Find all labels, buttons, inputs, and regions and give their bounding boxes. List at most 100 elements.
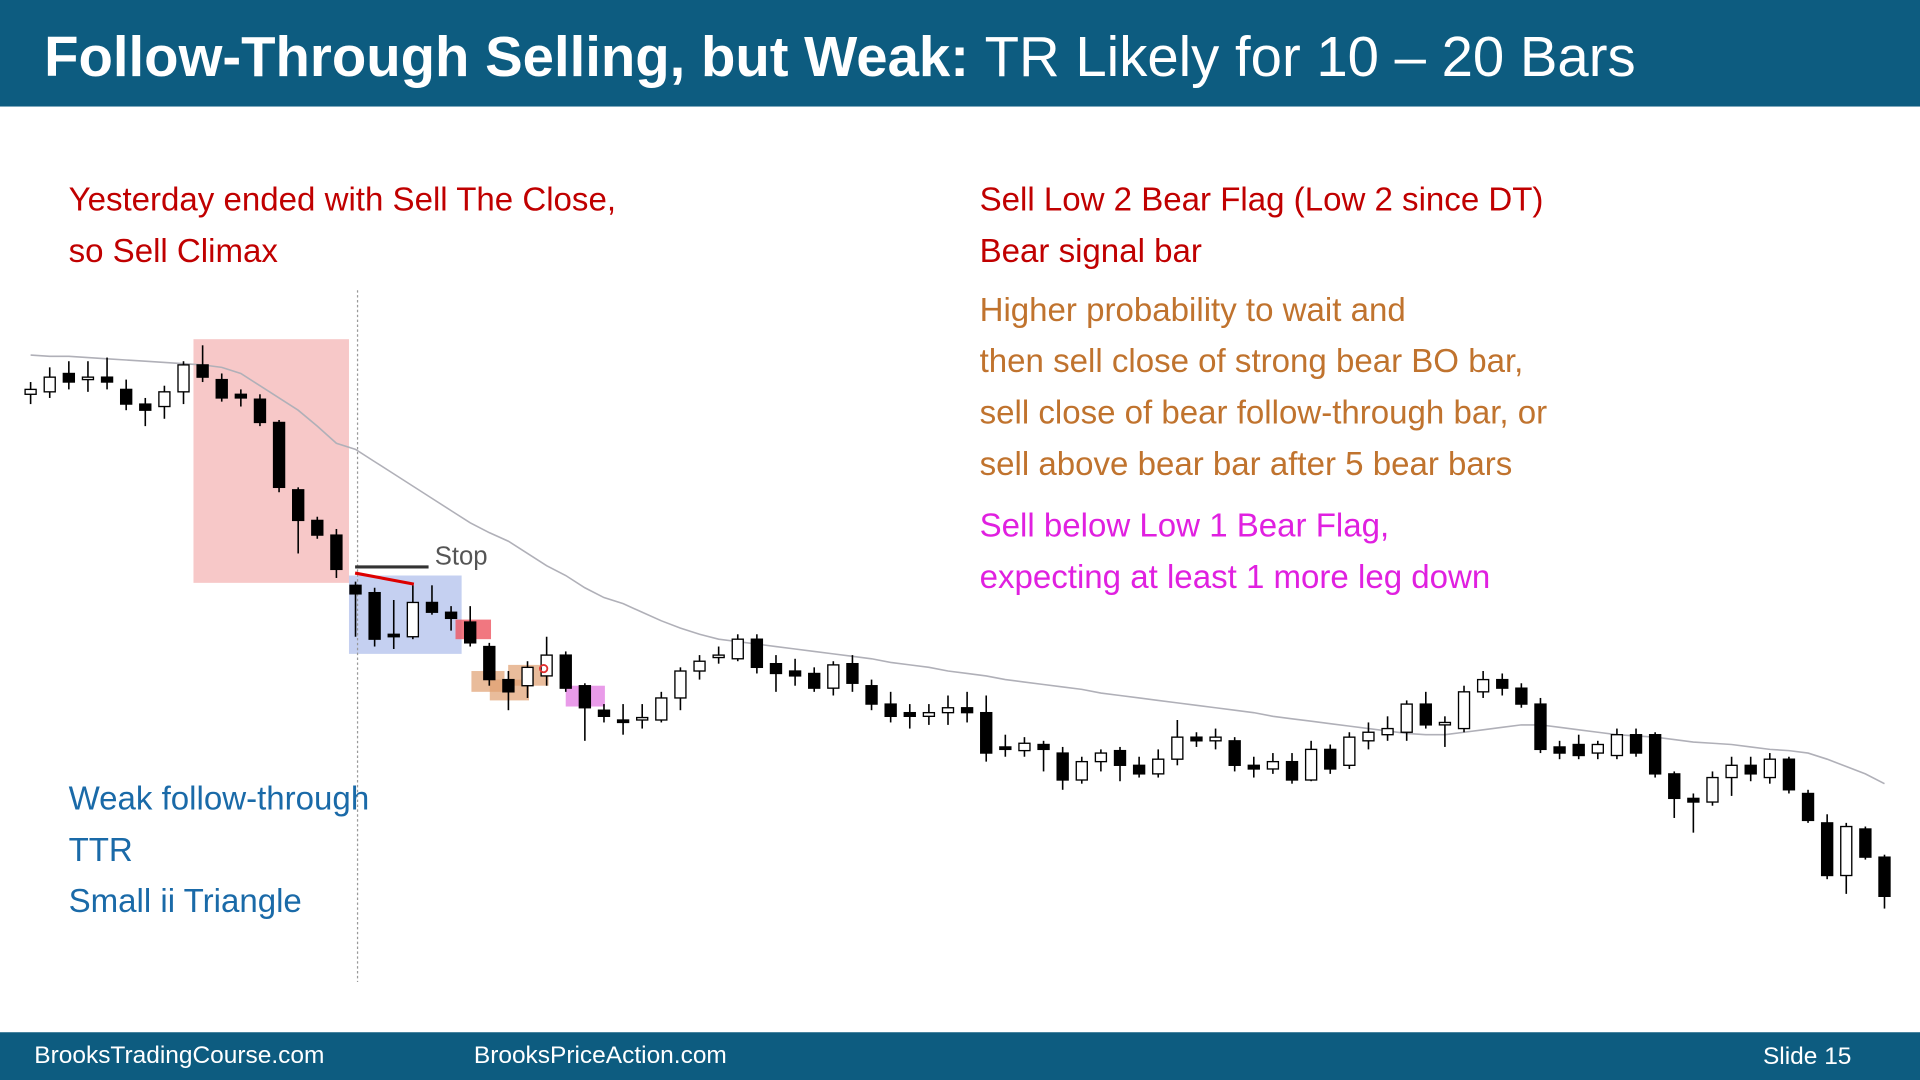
triangle-box (348, 575, 462, 654)
candle-body (1285, 760, 1299, 781)
candle-body (1018, 742, 1031, 752)
candle-body (559, 654, 572, 689)
candle-body (387, 633, 400, 638)
candle-body (1171, 736, 1184, 760)
annotation-line: sell close of bear follow-through bar, o… (980, 395, 1548, 432)
candle-body (1113, 749, 1127, 766)
annotation-line: so Sell Climax (69, 233, 279, 270)
candle-body (1648, 734, 1662, 775)
candle-body (788, 670, 802, 677)
header-bar (0, 0, 1920, 107)
annotation-line: Sell Low 2 Bear Flag (Low 2 since DT) (980, 182, 1544, 219)
trend-line (354, 571, 415, 586)
climax-box (193, 339, 349, 583)
annotation-line: Sell below Low 1 Bear Flag, (980, 507, 1390, 544)
candle-body (1152, 758, 1165, 775)
candle-body (1725, 764, 1738, 779)
candle-body (865, 685, 878, 705)
candle-body (750, 638, 764, 669)
candle-body (1859, 828, 1872, 858)
candle-body (43, 376, 56, 393)
candle-body (1362, 731, 1375, 742)
candle-body (1744, 764, 1757, 775)
annotation-line: Bear signal bar (980, 233, 1202, 270)
candle-body (999, 746, 1012, 751)
candle-body (100, 376, 114, 383)
candle-body (1381, 727, 1394, 736)
candle-body (1687, 797, 1700, 803)
candle-body (731, 638, 744, 660)
candle-body (1820, 822, 1834, 877)
candle-body (1190, 736, 1203, 742)
footer-middle: BrooksPriceAction.com (474, 1042, 727, 1069)
candle-body (655, 697, 668, 721)
candle-body (769, 663, 783, 675)
candle-body (1515, 687, 1528, 705)
candle-body (1610, 734, 1624, 757)
candle-body (1476, 678, 1490, 693)
footer-left: BrooksTradingCourse.com (34, 1042, 324, 1069)
candle-body (521, 666, 534, 687)
annotation-line: expecting at least 1 more leg down (980, 559, 1491, 596)
candle-body (1304, 748, 1318, 781)
candle-body (311, 519, 324, 536)
title-rest: TR Likely for 10 – 20 Bars (985, 25, 1636, 88)
candle-body (616, 719, 630, 724)
candle-body (24, 388, 37, 395)
candle-body (368, 591, 381, 640)
candle-body (960, 707, 974, 714)
footer-bar (0, 1032, 1920, 1080)
candle-body (941, 707, 955, 714)
candle-body (406, 601, 420, 638)
candle-body (1438, 721, 1452, 726)
candle-body (1266, 760, 1280, 770)
candle-body (177, 364, 190, 393)
candle-body (1572, 743, 1585, 757)
candle-body (1706, 776, 1719, 803)
candle-body (1496, 678, 1509, 689)
candle-body (291, 489, 305, 522)
candle-body (1878, 856, 1891, 898)
candle-body (1457, 691, 1471, 730)
candle-body (444, 611, 458, 620)
candle-body (1840, 825, 1853, 877)
candle-body (674, 670, 687, 699)
candle-body (712, 654, 725, 659)
candle-body (1782, 758, 1796, 791)
candle-body (502, 678, 515, 693)
candle-body (1553, 746, 1566, 754)
candle-body (597, 709, 611, 717)
candle-body (980, 711, 993, 754)
candle-body (1801, 792, 1815, 822)
candle-body (425, 601, 439, 613)
candle-body (1228, 740, 1241, 766)
candle-body (330, 534, 343, 571)
candle-body (903, 711, 916, 717)
candle-body (1763, 758, 1777, 779)
ema-line (30, 354, 1885, 785)
annotation-line: sell above bear bar after 5 bear bars (980, 446, 1513, 483)
candle-body (272, 421, 286, 489)
candle-body (234, 393, 248, 399)
annotation-line: Yesterday ended with Sell The Close, (69, 182, 616, 219)
candle-body (119, 388, 133, 405)
candle-body (139, 403, 152, 411)
title-bold: Follow-Through Selling, but Weak: (44, 25, 969, 88)
candle-body (578, 685, 592, 709)
candle-body (483, 645, 496, 681)
candle-body (464, 621, 477, 644)
candle-body (1343, 736, 1356, 766)
candle-body (693, 660, 706, 672)
annotation-line: then sell close of strong bear BO bar, (980, 343, 1524, 380)
candle-body (846, 663, 859, 684)
annotation-line: Small ii Triangle (69, 883, 302, 920)
slide-title: Follow-Through Selling, but Weak: TR Lik… (44, 25, 1636, 88)
candle-body (827, 664, 840, 689)
annotation-line: TTR (69, 832, 133, 869)
candle-body (1591, 743, 1604, 754)
candle-body (1668, 773, 1681, 800)
candle-body (215, 378, 228, 399)
candle-body (158, 391, 171, 408)
